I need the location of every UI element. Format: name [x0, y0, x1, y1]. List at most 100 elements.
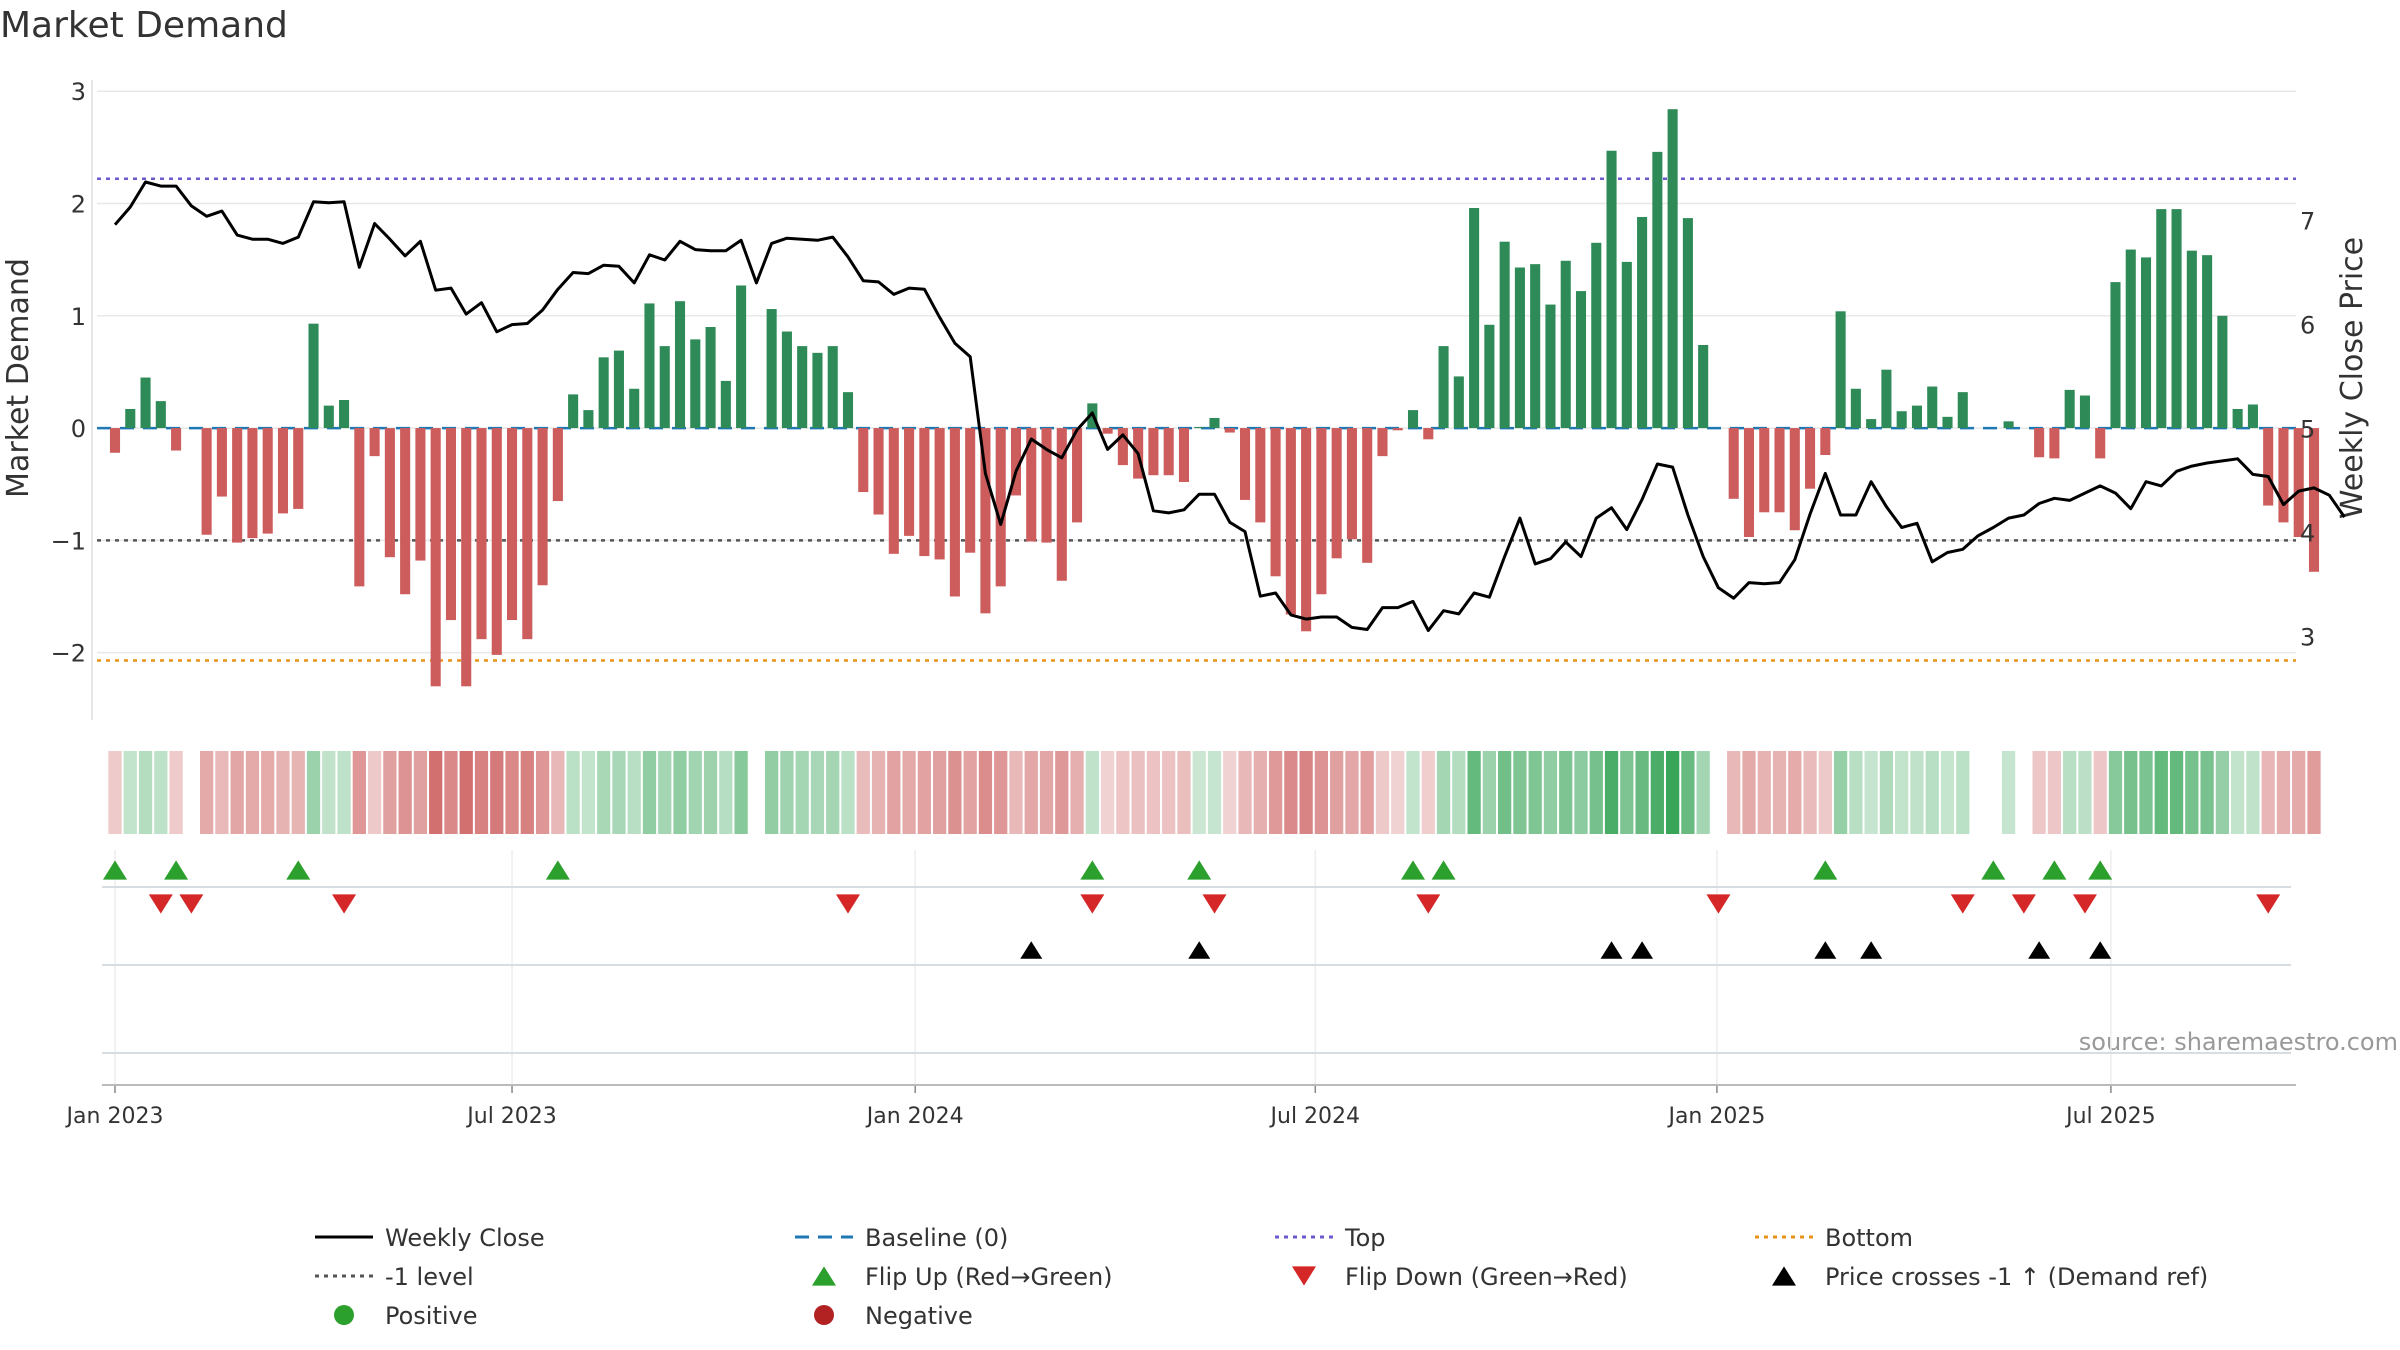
heat-cell — [1070, 751, 1084, 834]
demand-bar-positive — [2125, 249, 2136, 429]
demand-bar-positive — [155, 401, 166, 429]
heat-cell — [1620, 751, 1634, 834]
heat-cell — [932, 751, 947, 834]
heat-cell — [1116, 751, 1130, 834]
flip-down-marker — [1202, 894, 1227, 914]
heat-cell — [1681, 751, 1695, 834]
demand-bar-positive — [2247, 404, 2258, 429]
heat-cell — [1223, 751, 1237, 834]
left-tick-label: 1 — [71, 303, 86, 331]
heat-cell — [1879, 751, 1894, 834]
demand-bar-negative — [445, 428, 456, 621]
heat-cell — [780, 751, 794, 834]
heat-cell — [627, 751, 641, 834]
legend-label: Price crosses -1 ↑ (Demand ref) — [1825, 1263, 2208, 1291]
heat-cell — [123, 751, 137, 834]
demand-bar-positive — [1682, 218, 1693, 429]
heat-cell — [1833, 751, 1848, 834]
demand-bar-positive — [842, 392, 854, 429]
demand-bar-positive — [1514, 267, 1525, 429]
heat-cell — [1864, 751, 1878, 834]
demand-bar-positive — [1637, 216, 1648, 429]
legend-label: Bottom — [1825, 1224, 1913, 1252]
demand-bar-negative — [1759, 428, 1770, 513]
heat-cell — [2017, 751, 2030, 834]
flip-up-marker — [1981, 860, 2006, 880]
heat-cell — [154, 751, 168, 834]
demand-bar-negative — [109, 428, 121, 453]
right-axis-title: Weekly Close Price — [2335, 237, 2370, 519]
left-axis-title: Market Demand — [1, 258, 36, 498]
heat-cell — [1238, 751, 1252, 834]
demand-bar-positive — [1911, 405, 1922, 429]
heat-cell — [1956, 751, 1970, 834]
flip-down-marker — [1416, 894, 1441, 914]
heat-cell — [1650, 751, 1664, 834]
demand-bar-negative — [1423, 428, 1434, 440]
demand-bar-positive — [1881, 369, 1892, 429]
flip-up-marker — [1431, 860, 1456, 880]
demand-bar-positive — [1530, 264, 1541, 429]
heat-cell — [1452, 751, 1466, 834]
demand-bar-negative — [369, 428, 380, 457]
heat-cell — [2063, 751, 2077, 834]
demand-bar-positive — [1606, 150, 1617, 429]
heat-cell — [642, 751, 657, 834]
demand-bar-positive — [1499, 241, 1510, 429]
demand-bar-negative — [965, 428, 976, 553]
flip-down-marker — [2011, 894, 2036, 914]
flip-up-marker — [286, 860, 311, 880]
flip-up-marker — [103, 860, 127, 880]
flip-up-marker — [1401, 860, 1426, 880]
demand-bar-positive — [308, 323, 319, 429]
flip-down-marker — [1706, 894, 1731, 914]
right-tick-label: 7 — [2300, 207, 2315, 235]
price-cross-marker — [2089, 941, 2112, 959]
flip-down-marker — [1950, 894, 1975, 914]
demand-bar-positive — [2140, 257, 2152, 429]
demand-bar-positive — [1927, 386, 1938, 429]
flip-down-marker — [332, 894, 357, 914]
demand-bar-positive — [598, 357, 609, 429]
demand-bar-positive — [1575, 291, 1587, 429]
demand-bar-positive — [797, 346, 808, 429]
heat-cell — [1360, 751, 1374, 834]
flip-up-marker — [164, 860, 189, 880]
demand-bar-negative — [1041, 428, 1052, 543]
demand-bar-negative — [858, 428, 869, 493]
demand-bar-positive — [1667, 109, 1678, 429]
legend-label: Baseline (0) — [865, 1224, 1008, 1252]
heat-cell — [245, 751, 260, 834]
demand-bar-positive — [659, 346, 670, 429]
demand-bar-positive — [720, 380, 731, 429]
demand-bar-negative — [2263, 428, 2274, 506]
heat-cell — [490, 751, 504, 834]
right-tick-label: 5 — [2300, 416, 2315, 444]
heat-cell — [1192, 751, 1206, 834]
heat-cell — [826, 751, 840, 834]
heat-cell — [261, 751, 275, 834]
flip-up-marker — [1080, 860, 1105, 880]
legend: Weekly Close Baseline (0) Top Bottom -1 leve… — [315, 1224, 2208, 1330]
legend-swatch — [334, 1305, 354, 1325]
demand-bar-negative — [384, 428, 395, 558]
heat-cell — [1207, 751, 1222, 834]
demand-bar-positive — [1209, 417, 1220, 429]
demand-bar-positive — [736, 285, 747, 429]
demand-bar-negative — [537, 428, 548, 586]
heat-cell — [1635, 751, 1649, 834]
heat-cell — [612, 751, 626, 834]
left-tick-label: 3 — [71, 78, 86, 106]
heat-cell — [306, 751, 321, 834]
heat-cell — [474, 751, 489, 834]
legend-item: -1 level — [315, 1263, 474, 1291]
demand-bar-positive — [812, 352, 823, 429]
heat-cell — [2261, 751, 2275, 834]
demand-bar-positive — [583, 410, 594, 429]
heat-cell — [1895, 751, 1909, 834]
heat-cell — [1498, 751, 1512, 834]
demand-bar-positive — [1866, 419, 1877, 429]
demand-bar-negative — [1316, 428, 1327, 595]
left-tick-label: 0 — [71, 415, 86, 443]
